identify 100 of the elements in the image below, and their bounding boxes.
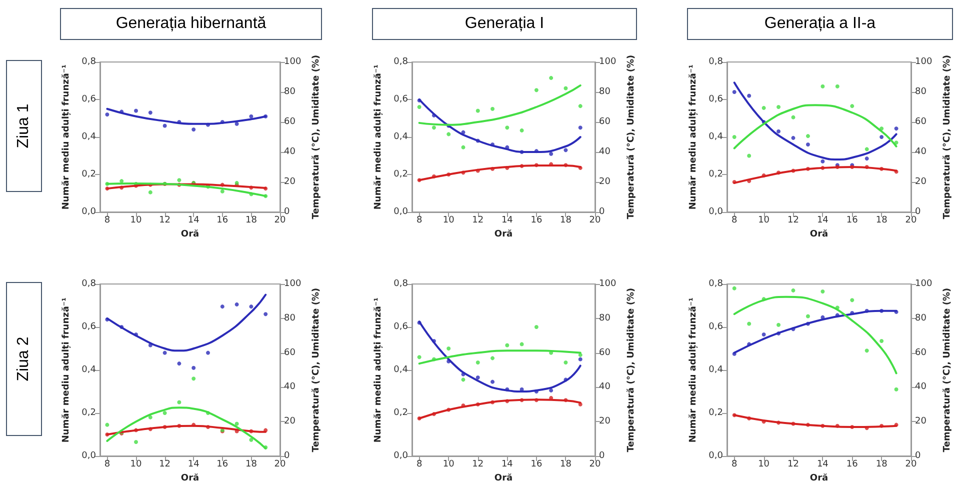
y-tick-label: 0,0 (82, 451, 96, 461)
y2-axis-title: Temperatură (°C), Umiditate (%) (626, 288, 637, 452)
y2-axis-title: Temperatură (°C), Umiditate (%) (310, 288, 322, 452)
x-axis-title: Oră (494, 228, 513, 240)
y-tick-label: 0,8 (708, 279, 724, 289)
x-tick-label: 16 (846, 460, 858, 470)
y-tick-label: 0,6 (394, 322, 408, 332)
y-tick-label: 0,8 (394, 57, 408, 67)
y-tick-label: 0,6 (82, 322, 96, 332)
y2-tick-label: 80 (284, 313, 296, 324)
y-tick-label: 0,2 (394, 408, 408, 418)
x-tick-label: 8 (104, 460, 110, 470)
x-tick-label: 16 (530, 216, 542, 226)
y2-tick-label: 80 (915, 313, 927, 324)
x-tick-label: 12 (472, 216, 484, 226)
x-tick-label: 18 (876, 460, 888, 470)
y-tick-label: 0,2 (708, 170, 723, 180)
x-tick-label: 8 (104, 216, 110, 226)
y2-tick-label: 60 (599, 348, 611, 358)
x-tick-label: 18 (245, 460, 258, 470)
y2-axis-title: Temperatură (°C), Umiditate (%) (626, 54, 637, 220)
y2-axis-title: Temperatură (°C), Umiditate (%) (310, 54, 322, 220)
x-axis-title: Oră (180, 228, 200, 240)
y2-tick-label: 80 (599, 87, 611, 97)
y2-tick-label: 100 (915, 57, 932, 67)
y-tick-label: 0,4 (394, 132, 408, 142)
x-tick-label: 12 (159, 460, 171, 470)
x-tick-label: 14 (188, 460, 200, 470)
y2-tick-label: 0 (284, 451, 290, 461)
x-tick-label: 8 (416, 216, 422, 226)
text: Ziua 1 (15, 104, 33, 148)
x-axis-title: Oră (810, 228, 828, 240)
y2-axis-title: Temperatură (°C), Umiditate (%) (942, 288, 953, 452)
y2-axis-title: Temperatură (°C), Umiditate (%) (942, 54, 953, 220)
y-tick-label: 0,4 (394, 365, 408, 375)
x-tick-label: 10 (130, 460, 142, 470)
y-axis-title: Număr mediu adulți frunză⁻¹ (60, 64, 72, 210)
y2-tick-label: 0 (599, 451, 605, 461)
y-axis-title: Număr mediu adulți frunză⁻¹ (372, 297, 384, 443)
y-tick-label: 0,4 (708, 365, 724, 375)
x-tick-label: 18 (876, 216, 888, 226)
chart-title: Generația I (372, 8, 637, 40)
y-tick-label: 0,0 (708, 451, 724, 461)
y2-tick-label: 20 (599, 416, 611, 427)
x-tick-label: 20 (274, 460, 286, 470)
y-tick-label: 0,6 (708, 94, 724, 104)
x-tick-label: 14 (188, 216, 200, 226)
y2-tick-label: 80 (915, 87, 927, 97)
y-axis-title: Număr mediu adulți frunză⁻¹ (60, 297, 72, 443)
x-tick-label: 10 (130, 216, 142, 226)
x-tick-label: 12 (788, 216, 799, 226)
x-tick-label: 14 (816, 460, 829, 470)
y2-tick-label: 0 (915, 451, 921, 461)
x-tick-label: 18 (560, 216, 572, 226)
x-tick-label: 16 (846, 216, 858, 226)
y2-tick-label: 40 (284, 382, 296, 392)
y-tick-label: 0,4 (82, 365, 96, 375)
y2-tick-label: 0 (284, 207, 290, 217)
y-tick-label: 0,2 (394, 170, 408, 180)
y2-tick-label: 40 (599, 147, 611, 157)
y2-tick-label: 20 (599, 177, 611, 187)
y2-tick-label: 60 (599, 117, 611, 127)
y-tick-label: 0,8 (82, 279, 96, 289)
y-tick-label: 0,6 (82, 94, 96, 104)
y2-tick-label: 60 (284, 117, 296, 127)
y-tick-label: 0,8 (82, 57, 96, 67)
text: Ziua 2 (15, 336, 33, 382)
x-tick-label: 10 (442, 460, 455, 470)
y-tick-label: 0,8 (394, 279, 408, 289)
y2-tick-label: 80 (599, 313, 611, 324)
y-axis-title: Număr mediu adulți frunză⁻¹ (372, 64, 384, 210)
x-tick-label: 8 (416, 460, 422, 470)
y2-tick-label: 0 (599, 207, 605, 217)
x-axis-title: Oră (180, 472, 200, 484)
y2-tick-label: 40 (915, 147, 927, 157)
y-tick-label: 0,0 (394, 451, 408, 461)
x-tick-label: 14 (501, 460, 514, 470)
x-tick-label: 10 (442, 216, 455, 226)
y2-tick-label: 100 (599, 57, 616, 67)
x-axis-title: Oră (494, 472, 513, 484)
x-tick-label: 12 (159, 216, 171, 226)
x-tick-label: 16 (216, 460, 228, 470)
chart-title: Generația hibernantă (60, 8, 322, 40)
x-tick-label: 18 (560, 460, 572, 470)
y-tick-label: 0,0 (394, 207, 408, 217)
y2-tick-label: 60 (284, 348, 296, 358)
x-tick-label: 14 (816, 216, 829, 226)
x-tick-label: 20 (905, 216, 917, 226)
y2-tick-label: 100 (284, 57, 302, 67)
chart-title: Generația a II-a (687, 8, 953, 40)
y-tick-label: 0,4 (82, 132, 96, 142)
y-tick-label: 0,6 (394, 94, 408, 104)
y2-tick-label: 40 (915, 382, 927, 392)
x-tick-label: 20 (905, 460, 917, 470)
x-tick-label: 10 (758, 216, 770, 226)
x-tick-label: 18 (245, 216, 258, 226)
y2-tick-label: 100 (915, 279, 932, 289)
y-tick-label: 0,8 (708, 57, 724, 67)
y2-tick-label: 40 (284, 147, 296, 157)
x-tick-label: 20 (589, 460, 601, 470)
